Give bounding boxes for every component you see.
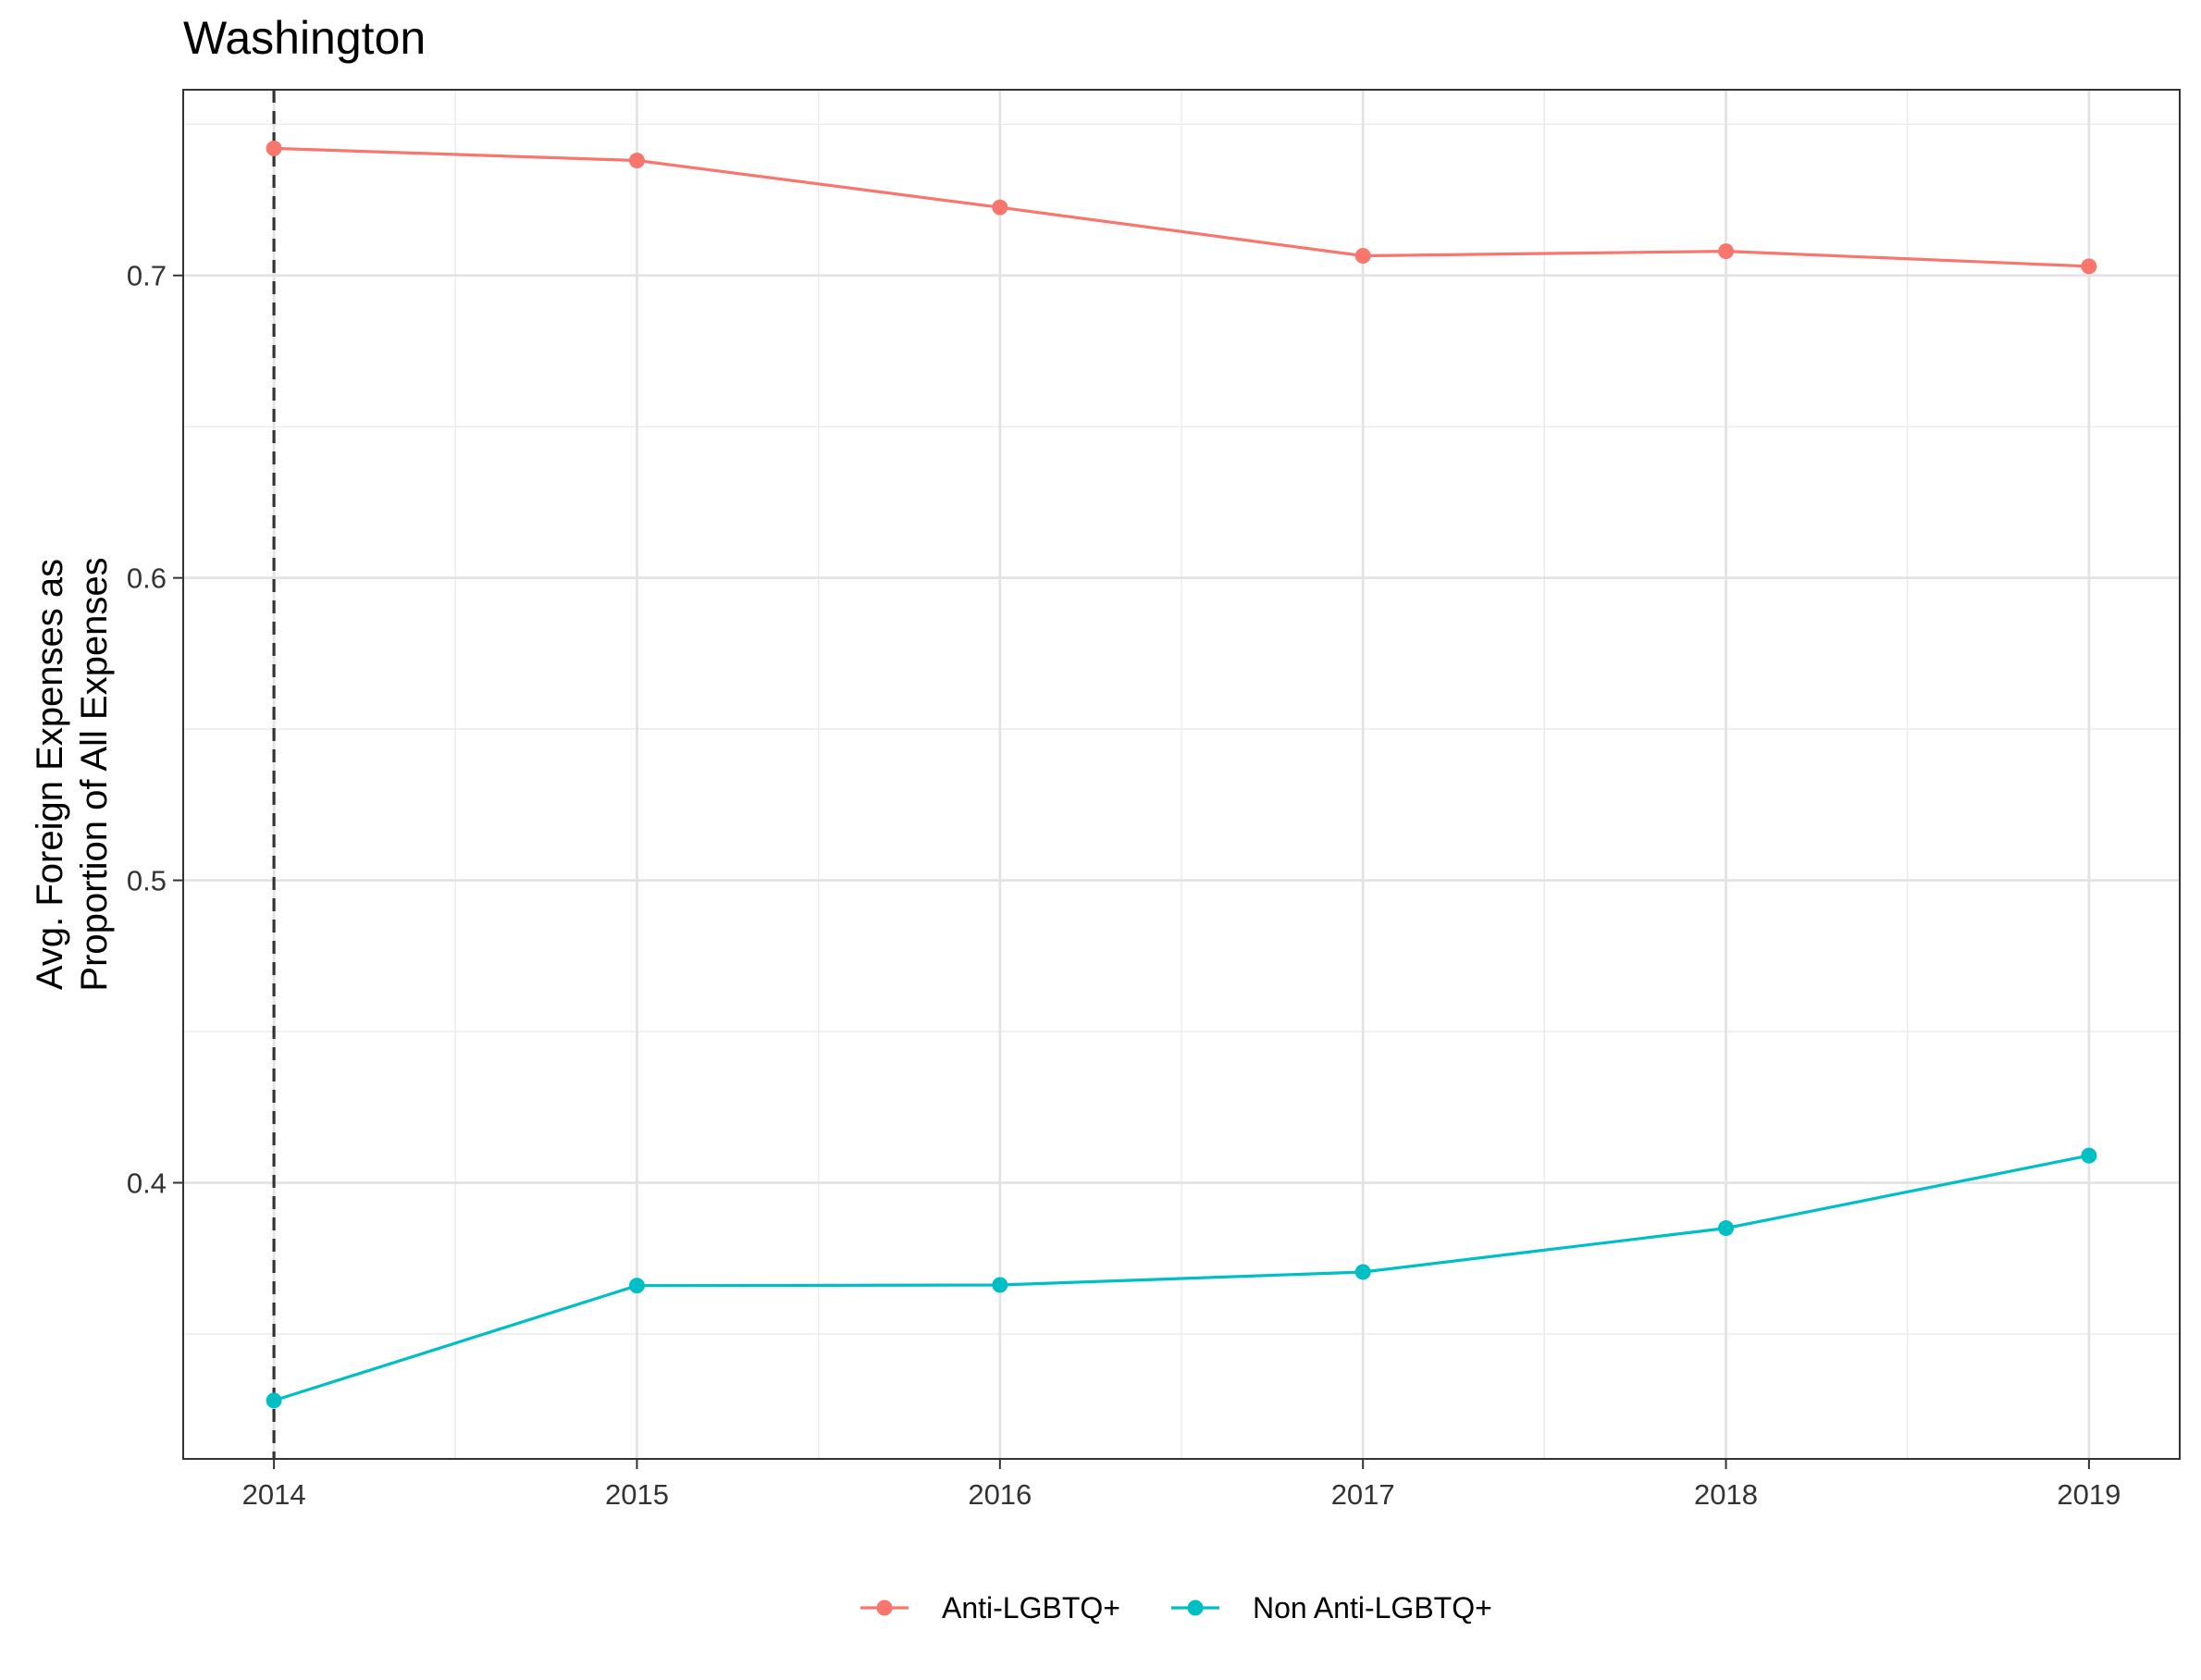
chart-title: Washington — [183, 12, 426, 64]
legend: Anti-LGBTQ+ Non Anti-LGBTQ+ — [860, 1591, 1492, 1624]
series-0 — [266, 140, 2097, 275]
legend-label: Anti-LGBTQ+ — [942, 1591, 1120, 1624]
data-point — [2081, 258, 2097, 275]
data-point — [266, 140, 282, 156]
y-axis-label-line: Proportion of All Expenses — [74, 557, 115, 991]
data-point — [1718, 1220, 1735, 1237]
x-tick-label: 2018 — [1694, 1478, 1758, 1511]
x-tick-label: 2017 — [1331, 1478, 1395, 1511]
x-tick-label: 2019 — [2057, 1478, 2121, 1511]
x-tick-label: 2015 — [605, 1478, 669, 1511]
data-point — [266, 1392, 282, 1409]
y-tick-label: 0.6 — [127, 562, 167, 595]
legend-item-0: Anti-LGBTQ+ — [860, 1591, 1120, 1624]
data-point — [2081, 1147, 2097, 1164]
data-point — [628, 153, 645, 169]
y-tick-label: 0.7 — [127, 260, 167, 292]
y-axis-label-line: Avg. Foreign Expenses as — [30, 559, 70, 990]
legend-key-point — [876, 1600, 893, 1616]
series-1 — [266, 1147, 2097, 1409]
series-layer — [266, 140, 2097, 1409]
y-tick-label: 0.5 — [127, 865, 167, 897]
series-line — [274, 146, 2089, 268]
legend-label: Non Anti-LGBTQ+ — [1253, 1591, 1492, 1624]
grid-minor — [183, 90, 2180, 1459]
data-point — [992, 199, 1008, 216]
data-point — [1354, 247, 1371, 264]
x-tick-label: 2016 — [968, 1478, 1032, 1511]
legend-key-point — [1187, 1600, 1204, 1616]
data-point — [1354, 1264, 1371, 1280]
data-point — [992, 1277, 1008, 1293]
grid-major — [183, 90, 2180, 1459]
series-line — [273, 1154, 2090, 1402]
x-axis: 2014 2015 2016 2017 2018 2019 — [242, 1459, 2121, 1511]
data-point — [1718, 243, 1735, 260]
y-axis: 0.4 0.5 0.6 0.7 — [127, 260, 183, 1200]
legend-item-1: Non Anti-LGBTQ+ — [1171, 1591, 1492, 1624]
y-tick-label: 0.4 — [127, 1167, 167, 1200]
plot-panel-border — [182, 89, 2181, 1460]
data-point — [628, 1278, 645, 1294]
y-axis-label: Avg. Foreign Expenses as Proportion of Al… — [30, 557, 115, 991]
x-tick-label: 2014 — [242, 1478, 306, 1511]
